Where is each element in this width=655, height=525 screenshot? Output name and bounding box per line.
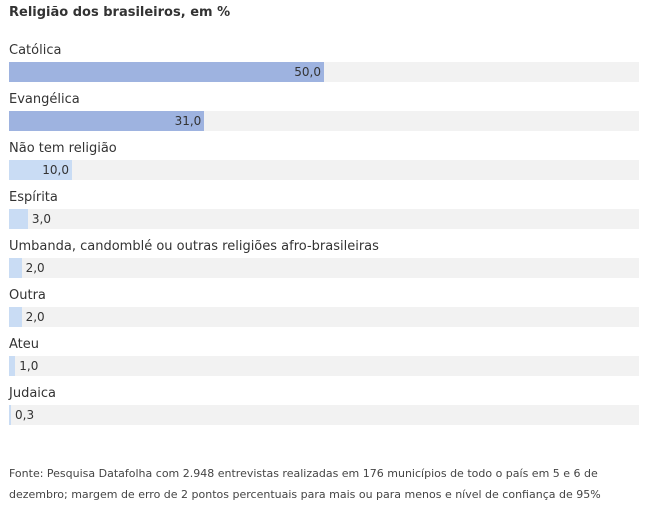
- bar-row: Espírita 3,0: [9, 190, 639, 239]
- bar-track: 2,0: [9, 258, 639, 278]
- value-label: 31,0: [174, 114, 202, 128]
- category-label: Evangélica: [9, 92, 80, 107]
- category-label: Católica: [9, 43, 62, 58]
- category-label: Espírita: [9, 190, 58, 205]
- value-label: 50,0: [294, 65, 321, 79]
- category-label: Judaica: [9, 386, 57, 401]
- bar-row: Católica 50,0: [9, 43, 639, 92]
- category-label: Não tem religião: [9, 141, 117, 156]
- bar-track: 0,3: [9, 405, 639, 425]
- bar: [9, 160, 72, 180]
- category-label: Outra: [9, 288, 46, 303]
- bar-track: 31,0: [9, 111, 639, 131]
- bar-chart: Católica 50,0 Evangélica 31,0 Não tem religi…: [9, 43, 639, 435]
- source-note: Fonte: Pesquisa Datafolha com 2.948 entr…: [9, 467, 601, 501]
- bar-track: 3,0: [9, 209, 639, 229]
- category-label: Umbanda, candomblé ou outras religiões a…: [9, 239, 379, 254]
- value-label: 2,0: [25, 261, 45, 275]
- bar-row: Outra 2,0: [9, 288, 639, 337]
- chart-title: Religião dos brasileiros, em %: [9, 5, 231, 20]
- category-label: Ateu: [9, 337, 39, 352]
- bar-track: 50,0: [9, 62, 639, 82]
- bar-row: Evangélica 31,0: [9, 92, 639, 141]
- bar-row: Judaica 0,3: [9, 386, 639, 435]
- bar-track: 10,0: [9, 160, 639, 180]
- bar-row: Umbanda, candomblé ou outras religiões a…: [9, 239, 639, 288]
- bar-row: Ateu 1,0: [9, 337, 639, 386]
- value-label: 0,3: [15, 408, 35, 422]
- bar: [9, 307, 22, 327]
- bar-row: Não tem religião 10,0: [9, 141, 639, 190]
- bar-track: 2,0: [9, 307, 639, 327]
- bar: [9, 258, 22, 278]
- value-label: 1,0: [19, 359, 39, 373]
- bar: [9, 405, 11, 425]
- bar: [9, 356, 16, 376]
- bar: [9, 111, 205, 131]
- bar: [9, 209, 28, 229]
- value-label: 2,0: [25, 310, 45, 324]
- value-label: 10,0: [42, 163, 69, 177]
- bar-track: 1,0: [9, 356, 639, 376]
- value-label: 3,0: [31, 212, 51, 226]
- bar: [9, 62, 324, 82]
